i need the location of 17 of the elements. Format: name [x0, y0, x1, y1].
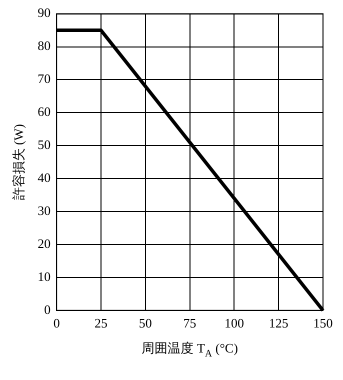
y-tick-label: 70 — [38, 71, 51, 86]
y-tick-label: 10 — [38, 268, 51, 284]
x-tick-label: 75 — [183, 316, 196, 331]
y-axis-title: 許容損失 (W) — [11, 124, 26, 200]
x-tick-label: 125 — [268, 316, 288, 331]
x-tick-label: 50 — [138, 316, 152, 331]
y-tick-label: 0 — [44, 302, 51, 317]
x-tick-label: 150 — [313, 316, 333, 331]
y-tick-label: 80 — [38, 38, 51, 54]
y-tick-label: 40 — [38, 170, 51, 185]
x-tick-label: 25 — [94, 316, 108, 331]
y-tick-label: 90 — [38, 5, 51, 20]
y-tick-label: 60 — [38, 104, 51, 120]
y-tick-label: 30 — [38, 202, 51, 218]
y-tick-label: 50 — [38, 137, 51, 152]
x-tick-label: 100 — [224, 316, 244, 331]
y-tick-label: 20 — [38, 236, 51, 251]
